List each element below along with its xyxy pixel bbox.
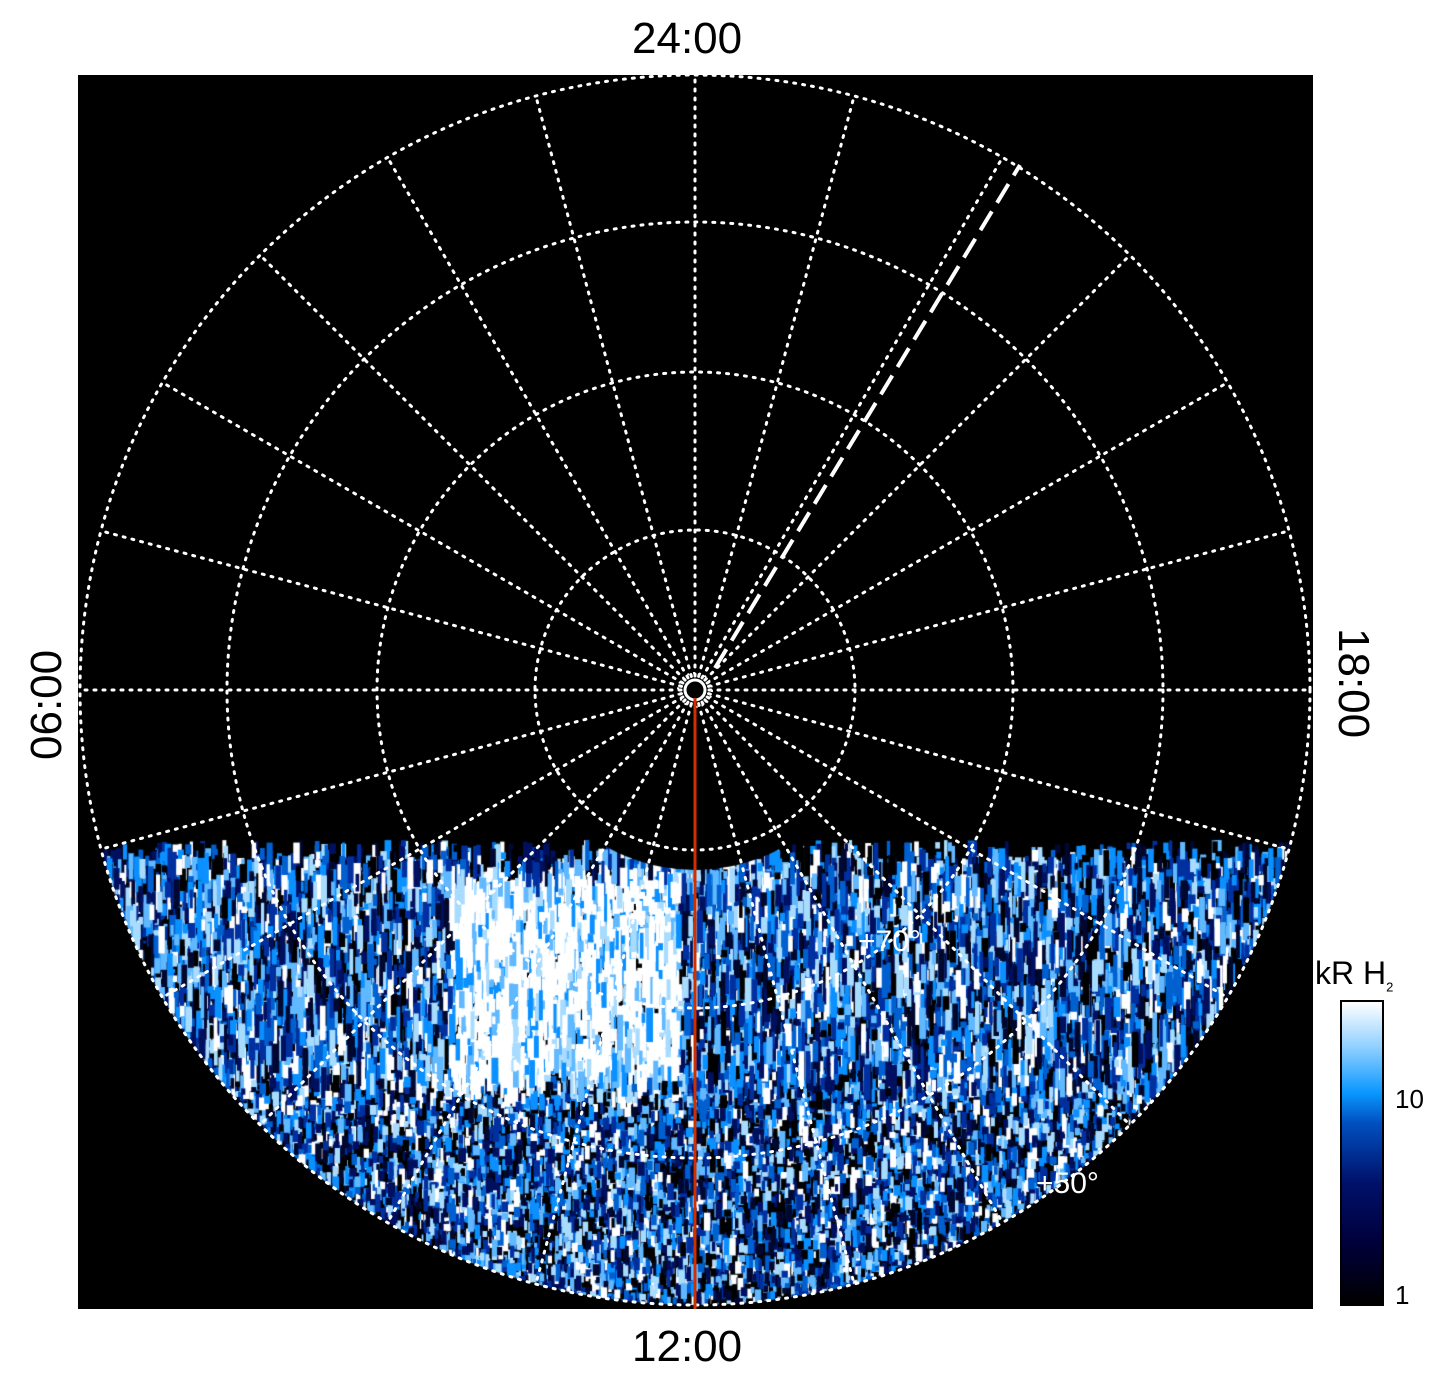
colorbar-title: kR H2 [1315, 955, 1394, 995]
local-time-label-06: 06:00 [22, 649, 71, 760]
latitude-label-50: +50° [1036, 1167, 1099, 1200]
pole-marker [683, 678, 707, 702]
polar-plot: +70° +50° [78, 75, 1313, 1309]
meridian-line [703, 253, 1132, 682]
meridian-line [258, 698, 687, 1127]
meridian-line [386, 155, 690, 680]
meridian-line [99, 529, 683, 688]
meridian-line [386, 700, 690, 1225]
meridian-line [707, 692, 1291, 851]
meridian-line [700, 700, 1004, 1225]
meridian-line [534, 702, 693, 1286]
meridian-line [160, 695, 685, 999]
meridian-line [697, 94, 856, 678]
dashed-reference-line [713, 163, 1022, 670]
meridian-line [534, 94, 693, 678]
colorbar-tick-1: 1 [1395, 1280, 1410, 1310]
meridian-line [99, 692, 683, 851]
pole-ring [677, 672, 713, 708]
meridian-line [258, 253, 687, 682]
latitude-label-70: +70° [858, 925, 921, 958]
meridian-line [707, 529, 1291, 688]
colorbar [1340, 1000, 1384, 1306]
local-time-label-12: 12:00 [632, 1322, 743, 1371]
meridian-line [705, 695, 1230, 999]
meridian-line [160, 381, 685, 685]
local-time-label-24: 24:00 [632, 14, 743, 63]
colorbar-tick-10: 10 [1395, 1084, 1424, 1114]
polar-grid [78, 75, 1312, 1309]
latitude-circle-60 [225, 220, 1165, 1160]
meridian-line [697, 702, 856, 1286]
meridian-line [700, 155, 1004, 680]
latitude-circle-70 [375, 370, 1015, 1010]
meridian-line [703, 698, 1132, 1127]
meridian-line [705, 381, 1230, 685]
local-time-label-18: 18:00 [1329, 628, 1378, 739]
